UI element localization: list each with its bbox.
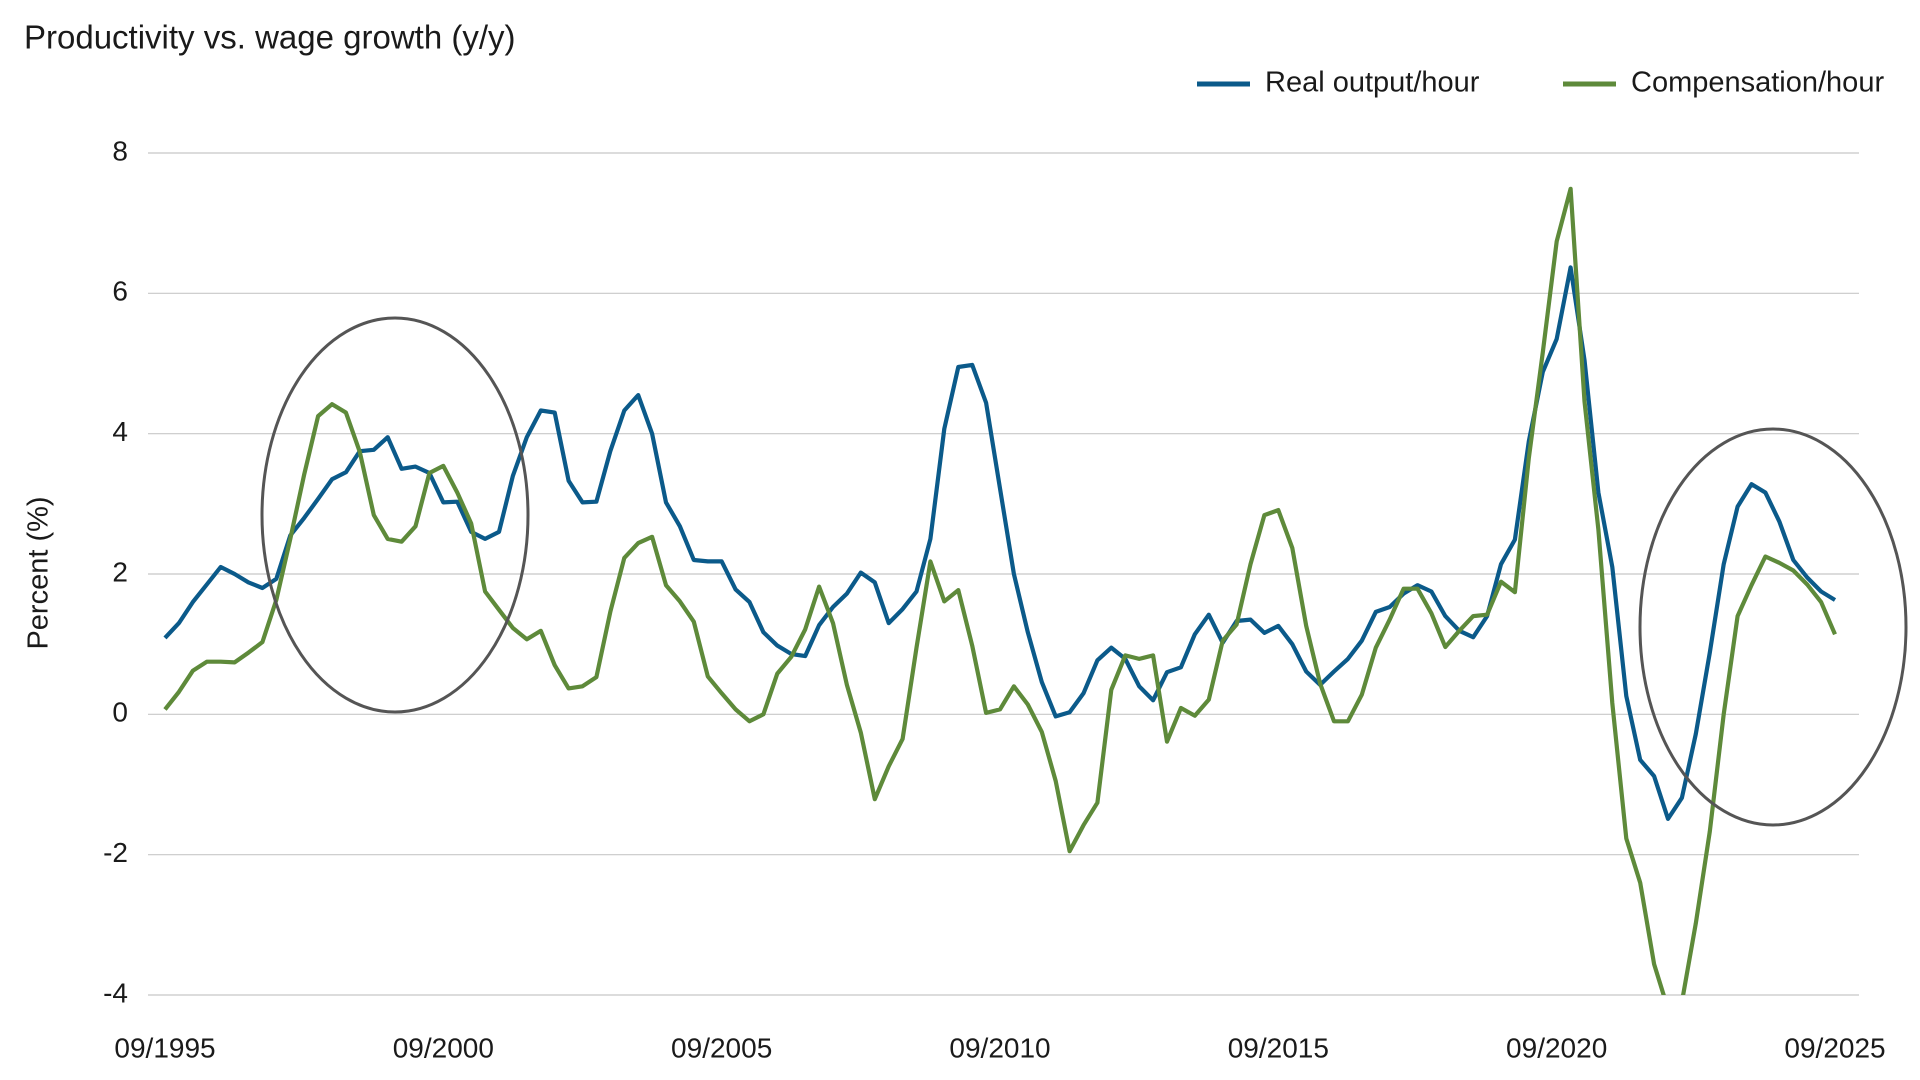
chart-title: Productivity vs. wage growth (y/y) <box>24 19 516 56</box>
y-tick-label: 4 <box>112 416 128 447</box>
legend: Real output/hour Compensation/hour <box>1197 67 1884 99</box>
y-tick-label: -2 <box>103 837 128 868</box>
highlight-ellipse <box>1638 427 1908 827</box>
y-tick-label: -4 <box>103 977 128 1008</box>
y-tick-label: 0 <box>112 697 128 728</box>
y-tick-label: 2 <box>112 556 128 587</box>
x-tick-label: 09/2020 <box>1506 1032 1607 1063</box>
plot-area <box>163 186 1837 995</box>
series-line <box>163 186 1837 995</box>
grid: -4 -2 0 2 4 6 8 09/1995 09/2000 09/2005 09/2010 09/… <box>103 135 1886 1063</box>
legend-label: Real output/hour <box>1265 67 1480 99</box>
x-tick-label: 09/2005 <box>671 1032 772 1063</box>
x-tick-label: 09/2015 <box>1228 1032 1329 1063</box>
x-tick-label: 09/2010 <box>949 1032 1050 1063</box>
x-tick-label: 09/2000 <box>393 1032 494 1063</box>
y-axis-label: Percent (%) <box>23 496 55 649</box>
y-tick-label: 8 <box>112 135 128 166</box>
legend-label: Compensation/hour <box>1631 67 1884 99</box>
y-tick-label: 6 <box>112 276 128 307</box>
series-line <box>163 265 1837 821</box>
x-tick-label: 09/2025 <box>1784 1032 1885 1063</box>
highlight-ellipse <box>260 316 530 714</box>
x-tick-label: 09/1995 <box>114 1032 215 1063</box>
